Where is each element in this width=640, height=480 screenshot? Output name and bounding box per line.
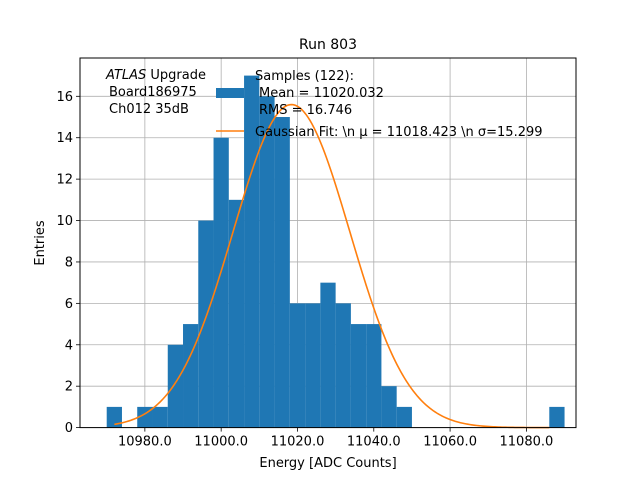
histogram-bar-5 (183, 324, 199, 428)
annotation-atlas: ATLAS (105, 68, 146, 83)
legend-samples-line-3: RMS = 16.746 (259, 103, 352, 118)
histogram-bar-29 (549, 406, 565, 428)
x-tick-label-1: 11000.0 (194, 435, 248, 450)
histogram-bar-11 (274, 117, 290, 428)
annotation-channel: Ch012 35dB (109, 102, 189, 117)
histogram-bar-15 (335, 303, 351, 428)
histogram-bar-0 (106, 406, 122, 428)
y-tick-label-7: 14 (56, 131, 73, 146)
x-axis-label: Energy [ADC Counts] (259, 456, 396, 471)
x-tick-label-4: 11060.0 (423, 435, 477, 450)
histogram-bar-16 (350, 324, 367, 428)
legend-fit-label: Gaussian Fit: \n μ = 11018.423 \n σ=15.2… (255, 125, 543, 140)
legend-samples-line-1: Samples (122): (255, 69, 354, 84)
histogram-bar-18 (381, 386, 397, 428)
gaussian-fit-curve (114, 103, 550, 429)
y-axis-ticks: 0 2 4 6 8 10 12 14 16 (56, 90, 80, 436)
y-axis-label: Entries (33, 220, 48, 266)
annotation-board: Board186975 (109, 85, 197, 100)
y-tick-label-3: 6 (65, 297, 73, 312)
histogram-bar-4 (167, 344, 184, 428)
legend: Samples (122): Mean = 11020.032 RMS = 16… (216, 69, 543, 140)
y-tick-label-1: 2 (65, 380, 73, 395)
histogram-bar-8 (228, 199, 245, 428)
histogram-bar-3 (152, 406, 168, 428)
x-tick-label-0: 10980.0 (118, 435, 172, 450)
x-axis-ticks: 10980.0 11000.0 11020.0 11040.0 11060.0 11080… (118, 427, 554, 450)
legend-samples-swatch (216, 88, 244, 98)
histogram-bar-17 (366, 324, 382, 428)
histogram-bar-12 (289, 303, 306, 428)
y-tick-label-0: 0 (65, 421, 73, 436)
x-tick-label-3: 11040.0 (347, 435, 401, 450)
y-tick-label-6: 12 (56, 173, 73, 188)
x-tick-label-2: 11020.0 (271, 435, 325, 450)
histogram-bar-13 (305, 303, 321, 428)
histogram-bar-6 (198, 220, 214, 428)
histogram-bar-19 (396, 406, 412, 428)
histogram-bar-9 (244, 75, 260, 428)
gaussian-fit (114, 103, 550, 429)
histogram-bar-7 (213, 137, 229, 428)
y-tick-label-8: 16 (56, 90, 73, 105)
y-tick-label-5: 10 (56, 214, 73, 229)
histogram-bars (106, 75, 565, 428)
histogram-bar-10 (259, 96, 275, 428)
atlas-annotation: ATLAS Upgrade Board186975 Ch012 35dB (105, 68, 206, 117)
y-tick-label-4: 8 (65, 255, 73, 270)
y-tick-label-2: 4 (65, 338, 73, 353)
plot-frame (79, 57, 577, 429)
chart-title: Run 803 (299, 37, 357, 53)
annotation-line-1: ATLAS Upgrade (105, 68, 206, 83)
legend-samples-line-2: Mean = 11020.032 (259, 86, 384, 101)
histogram-bar-14 (320, 282, 336, 428)
annotation-upgrade: Upgrade (146, 68, 206, 83)
x-tick-label-5: 11080.0 (500, 435, 554, 450)
